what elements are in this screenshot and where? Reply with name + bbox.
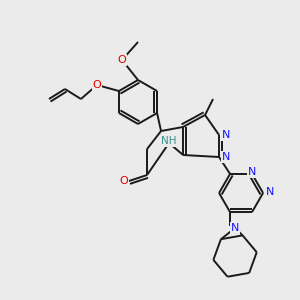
Text: N: N <box>248 167 256 177</box>
Text: O: O <box>120 176 128 186</box>
Text: N: N <box>222 130 230 140</box>
Text: N: N <box>222 152 230 162</box>
Text: O: O <box>93 80 101 90</box>
Text: O: O <box>118 55 126 65</box>
Text: N: N <box>266 187 274 197</box>
Text: N: N <box>231 223 239 233</box>
Text: NH: NH <box>161 136 177 146</box>
